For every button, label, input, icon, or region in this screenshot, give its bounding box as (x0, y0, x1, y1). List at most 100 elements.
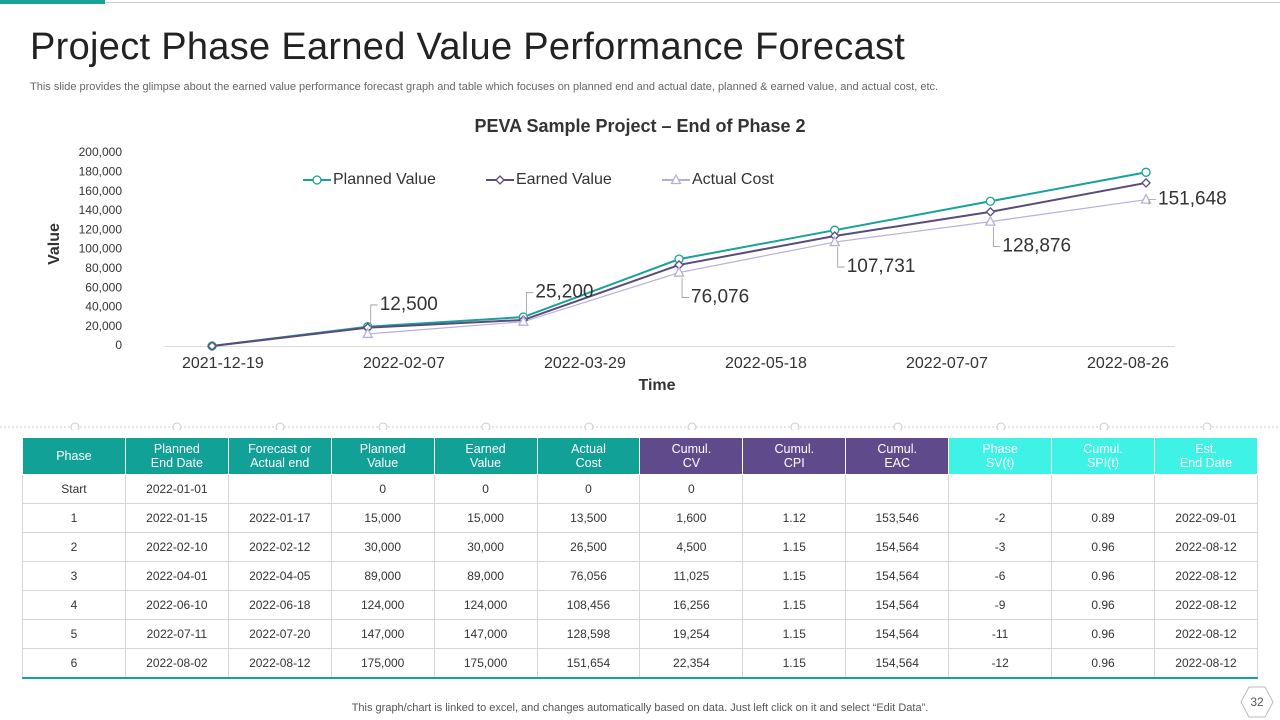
table-cell: 154,564 (845, 648, 950, 679)
y-axis-label: Value (46, 223, 63, 265)
table-cell: 2022-08-12 (1153, 532, 1259, 562)
table-cell: 2022-07-20 (227, 619, 332, 649)
table-cell: 2022-08-12 (1153, 648, 1259, 679)
marker (829, 235, 841, 247)
header-line: Forecast or (248, 442, 312, 456)
marker (517, 315, 529, 326)
column-header: Cumul. CV (639, 437, 744, 475)
header-line: Planned (359, 442, 406, 456)
header-line: Phase (56, 449, 92, 463)
header-line: Actual (571, 442, 606, 456)
table-cell: -3 (948, 532, 1053, 562)
data-table: Phase Planned End Date Forecast or Actual en… (22, 437, 1259, 679)
y-tick-label: 40,000 (85, 300, 122, 314)
table-cell: 124,000 (433, 590, 538, 620)
column-header: Phase SV(t) (948, 437, 1053, 475)
column-header: Cumul. CPI (742, 437, 847, 475)
table-cell: 1.15 (742, 532, 847, 562)
table-row: 5 2022-07-11 2022-07-20 147,000 147,000 128,5… (22, 619, 1259, 649)
header-line: EAC (884, 456, 911, 470)
table-cell: 2022-06-10 (124, 590, 229, 620)
table-cell: 15,000 (330, 503, 435, 533)
table-cell: 175,000 (433, 648, 538, 679)
table-cell (742, 474, 847, 504)
table-cell: 2022-08-12 (227, 648, 332, 679)
table-cell: 153,546 (845, 503, 950, 533)
table-cell: 2022-02-10 (124, 532, 229, 562)
table-cell: 11,025 (639, 561, 744, 591)
table-cell: 89,000 (433, 561, 538, 591)
header-line: Cumul. (877, 442, 917, 456)
label-leader (370, 304, 378, 329)
table-cell: -9 (948, 590, 1053, 620)
table-cell: 1.15 (742, 619, 847, 649)
separator-dot (893, 422, 903, 430)
column-header: Planned End Date (124, 437, 229, 475)
label-leader (1148, 199, 1157, 205)
page-number: 32 (1250, 695, 1264, 709)
table-cell: 108,456 (536, 590, 641, 620)
table-cell: 1,600 (639, 503, 744, 533)
table-cell: 2 (22, 532, 126, 562)
table-cell: 154,564 (845, 561, 950, 591)
separator-dot (996, 422, 1006, 430)
marker (984, 215, 996, 226)
x-axis-label: Time (638, 377, 675, 394)
marker (362, 327, 374, 339)
column-header: Cumul. EAC (845, 437, 950, 475)
table-cell: 0 (536, 474, 641, 504)
y-tick-label: 160,000 (79, 184, 123, 198)
separator-dot (790, 422, 800, 430)
legend-label: Actual Cost (692, 171, 774, 188)
marker (985, 196, 996, 206)
label-leader (992, 226, 1001, 248)
table-cell: 2022-01-01 (124, 474, 229, 504)
table-cell: 2022-04-05 (227, 561, 332, 591)
table-cell: 0 (639, 474, 744, 504)
table-cell: 5 (22, 619, 126, 649)
data-label: 76,076 (691, 287, 749, 308)
column-header: Cumul. SPI(t) (1051, 437, 1155, 475)
table-cell: 89,000 (330, 561, 435, 591)
y-tick-label: 180,000 (79, 164, 123, 178)
table-cell: 0.89 (1051, 503, 1155, 533)
table-cell: -6 (948, 561, 1053, 591)
chart-title: PEVA Sample Project – End of Phase 2 (474, 116, 805, 136)
accent-bar (0, 0, 105, 4)
column-header: Actual Cost (536, 437, 641, 475)
table-cell: 154,564 (845, 532, 950, 562)
separator-dot (378, 422, 388, 430)
table-cell: 1.12 (742, 503, 847, 533)
header-line: Planned (153, 442, 200, 456)
header-line: SV(t) (985, 456, 1015, 470)
table-cell: 2022-08-12 (1153, 561, 1259, 591)
x-tick-label: 2022-07-07 (906, 355, 988, 372)
separator-dot (275, 422, 285, 430)
table-cell: 2022-08-02 (124, 648, 229, 679)
header-line: End Date (150, 456, 203, 470)
marker (985, 206, 996, 217)
data-label: 151,648 (1158, 189, 1227, 210)
header-line: Cumul. (1083, 442, 1123, 456)
separator-dot (481, 422, 491, 430)
chart: PEVA Sample Project – End of Phase 2 Tim… (0, 116, 1280, 430)
table-cell: -12 (948, 648, 1053, 679)
column-header: Earned Value (433, 437, 538, 475)
table-cell: 3 (22, 561, 126, 591)
table-cell: 2022-09-01 (1153, 503, 1259, 533)
table-cell: 16,256 (639, 590, 744, 620)
table-cell: 4,500 (639, 532, 744, 562)
table-cell: 0.96 (1051, 648, 1155, 679)
table-cell: 2022-01-17 (227, 503, 332, 533)
x-tick-label: 2022-03-29 (544, 355, 626, 372)
marker (670, 173, 682, 185)
y-tick-label: 100,000 (79, 242, 123, 256)
column-header: Est. End Date (1153, 437, 1259, 475)
y-tick-label: 0 (115, 338, 122, 352)
marker (312, 175, 322, 185)
table-cell: 4 (22, 590, 126, 620)
table-cell: 0.96 (1051, 619, 1155, 649)
column-header: Phase (22, 437, 126, 475)
table-cell: 2022-08-12 (1153, 590, 1259, 620)
legend-label: Earned Value (516, 171, 612, 188)
